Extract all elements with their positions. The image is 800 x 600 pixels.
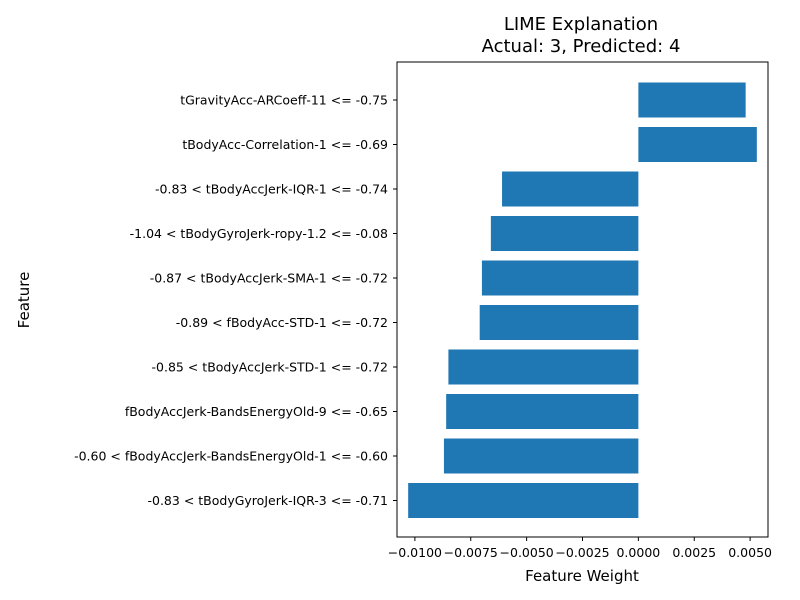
y-tick-label: -1.04 < tBodyGyroJerk-ropy-1.2 <= -0.08 xyxy=(130,226,388,241)
y-tick-label: -0.83 < tBodyAccJerk-IQR-1 <= -0.74 xyxy=(155,182,388,197)
y-tick-label: -0.85 < tBodyAccJerk-STD-1 <= -0.72 xyxy=(152,360,388,375)
x-tick-label: 0.0025 xyxy=(672,545,716,560)
y-tick-label: -0.87 < tBodyAccJerk-SMA-1 <= -0.72 xyxy=(150,271,388,286)
y-ticks-group: tGravityAcc-ARCoeff-11 <= -0.75 tBodyAcc-… xyxy=(74,93,397,508)
x-tick-label: −0.0075 xyxy=(444,545,498,560)
bar xyxy=(408,483,639,518)
x-tick-label: −0.0025 xyxy=(555,545,609,560)
y-tick-label: fBodyAccJerk-BandsEnergyOld-9 <= -0.65 xyxy=(125,404,388,419)
x-tick-label: −0.0100 xyxy=(388,545,442,560)
x-tick-label: 0.0000 xyxy=(616,545,660,560)
y-axis-label: Feature xyxy=(15,272,33,329)
bar xyxy=(502,171,639,207)
x-ticks-group: −0.0100 −0.0075 −0.0050 −0.0025 0.0000 0.0025… xyxy=(388,537,772,560)
y-tick-label: -0.89 < fBodyAcc-STD-1 <= -0.72 xyxy=(176,315,388,330)
y-tick-label: -0.83 < tBodyGyroJerk-IQR-3 <= -0.71 xyxy=(148,493,389,508)
bar xyxy=(448,349,639,385)
bar xyxy=(481,260,639,296)
bar xyxy=(446,394,639,429)
bar xyxy=(443,438,639,474)
chart-title: LIME Explanation xyxy=(504,14,658,35)
bar xyxy=(638,127,757,162)
x-tick-label: −0.0050 xyxy=(500,545,554,560)
chart-subtitle: Actual: 3, Predicted: 4 xyxy=(482,36,681,57)
plot-frame xyxy=(396,61,769,538)
y-tick-label: -0.60 < fBodyAccJerk-BandsEnergyOld-1 <=… xyxy=(74,449,388,464)
x-axis-label: Feature Weight xyxy=(525,567,639,585)
bar xyxy=(490,216,639,251)
x-tick-label: 0.0050 xyxy=(728,545,772,560)
y-tick-label: tBodyAcc-Correlation-1 <= -0.69 xyxy=(182,137,388,152)
bar xyxy=(479,305,639,340)
y-tick-label: tGravityAcc-ARCoeff-11 <= -0.75 xyxy=(180,93,388,108)
bars-group xyxy=(408,82,757,518)
bar xyxy=(638,82,746,118)
